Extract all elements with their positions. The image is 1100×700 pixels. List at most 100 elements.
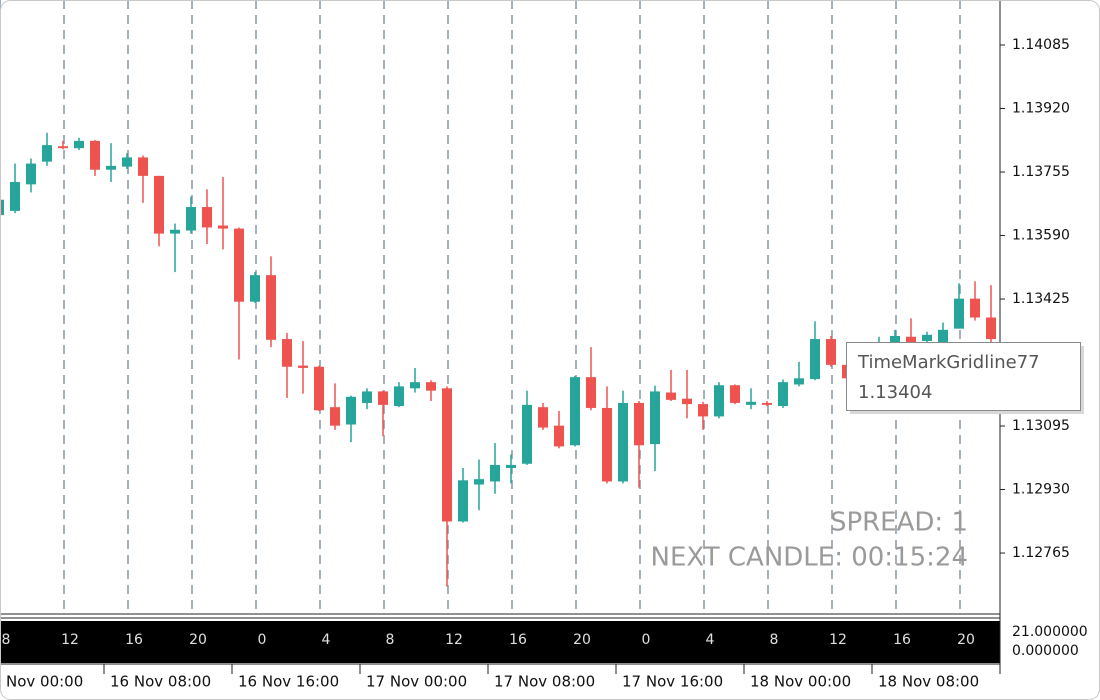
candle-body (202, 207, 212, 228)
y-tick-label: 1.14085 (1012, 37, 1070, 53)
candle-body (330, 407, 340, 426)
x-tick-label: 4 (322, 632, 331, 648)
y-tick-label: 1.13755 (1012, 164, 1070, 180)
date-label: 17 Nov 00:00 (366, 673, 467, 691)
candle-body (458, 480, 468, 522)
candle-body (426, 382, 436, 391)
grid (0, 0, 961, 613)
candle-body (58, 146, 68, 149)
candle-body (394, 386, 404, 407)
candle-body (26, 163, 36, 185)
x-tick-label: 8 (770, 632, 779, 648)
candle-body (906, 336, 916, 347)
x-tick-label: 20 (573, 632, 591, 648)
date-label: 17 Nov 16:00 (622, 673, 723, 691)
tooltip-price: 1.13404 (858, 382, 932, 403)
candle-body (522, 404, 532, 464)
candle-body (314, 366, 324, 411)
candle-body (826, 339, 836, 365)
candle-body (122, 157, 132, 167)
candle-body (138, 157, 148, 176)
candle-body (298, 365, 308, 368)
candle-body (698, 404, 708, 417)
date-label: 18 Nov 00:00 (750, 673, 851, 691)
candle-body (682, 398, 692, 405)
indicator-label: 0.000000 (1012, 643, 1079, 659)
candle-body (10, 182, 20, 211)
candle-body (810, 339, 820, 380)
date-label: 16 Nov 08:00 (110, 673, 211, 691)
x-tick-label: 8 (386, 632, 395, 648)
candle-body (986, 317, 996, 340)
candle-body (442, 388, 452, 522)
candle-body (746, 401, 756, 405)
tooltip (846, 342, 1081, 411)
axes: 1.14085 1.13920 1.13755 1.13590 1.13425 1.130… (2, 37, 1070, 690)
candle-body (650, 391, 660, 445)
candle-body (170, 229, 180, 234)
candle-body (218, 225, 228, 229)
x-tick-label: 20 (189, 632, 207, 648)
x-tick-label: 16 (125, 632, 143, 648)
candle-body (538, 407, 548, 428)
candle-body (506, 464, 516, 468)
indicator-label: 21.000000 (1012, 624, 1088, 640)
candle-body (490, 464, 500, 482)
candle-body (234, 228, 244, 302)
candle-body (410, 382, 420, 389)
candle-body (714, 385, 724, 417)
candle-body (762, 402, 772, 405)
candle-body (474, 479, 484, 485)
indicator-window (0, 621, 1000, 663)
candle-body (938, 329, 948, 348)
candle-body (970, 298, 980, 318)
y-tick-label: 1.13920 (1012, 101, 1070, 117)
x-tick-label: 0 (258, 632, 267, 648)
candle-body (74, 140, 84, 149)
x-tick-label: 8 (2, 632, 11, 648)
x-tick-label: 0 (642, 632, 651, 648)
y-tick-label: 1.12765 (1012, 545, 1070, 561)
candle-body (634, 402, 644, 446)
candle-body (570, 377, 580, 446)
candle-body (666, 392, 676, 400)
date-label: Nov 00:00 (6, 673, 83, 691)
candle-body (602, 407, 612, 482)
next-candle-label: NEXT CANDLE: 00:15:24 (651, 543, 969, 573)
candle-body (586, 377, 596, 408)
candle-body (794, 378, 804, 385)
date-label: 17 Nov 08:00 (494, 673, 595, 691)
date-label: 16 Nov 16:00 (238, 673, 339, 691)
y-tick-label: 1.13590 (1012, 228, 1070, 244)
candle-body (346, 396, 356, 425)
candle-body (730, 385, 740, 403)
date-label: 18 Nov 08:00 (878, 673, 979, 691)
candle-body (554, 425, 564, 447)
x-tick-label: 12 (445, 632, 463, 648)
candle-body (922, 334, 932, 341)
candle-body (378, 391, 388, 405)
x-tick-label: 12 (61, 632, 79, 648)
candle-body (106, 165, 116, 170)
x-tick-label: 16 (509, 632, 527, 648)
x-tick-label: 20 (957, 632, 975, 648)
candle-body (266, 275, 276, 340)
x-tick-label: 16 (893, 632, 911, 648)
candle-body (0, 199, 4, 216)
candle-body (362, 391, 372, 403)
candle-body (954, 298, 964, 329)
candle-body (250, 275, 260, 302)
candle-body (778, 382, 788, 407)
candle-body (282, 339, 292, 367)
x-tick-label: 4 (706, 632, 715, 648)
candle-body (90, 140, 100, 170)
candle-body (618, 402, 628, 482)
candle-body (154, 175, 164, 234)
tooltip-name: TimeMarkGridline77 (857, 352, 1040, 373)
spread-label: SPREAD: 1 (830, 508, 968, 538)
y-tick-label: 1.12930 (1012, 482, 1070, 498)
candle-body (42, 145, 52, 162)
candle-body (186, 207, 196, 231)
y-tick-label: 1.13425 (1012, 291, 1070, 307)
